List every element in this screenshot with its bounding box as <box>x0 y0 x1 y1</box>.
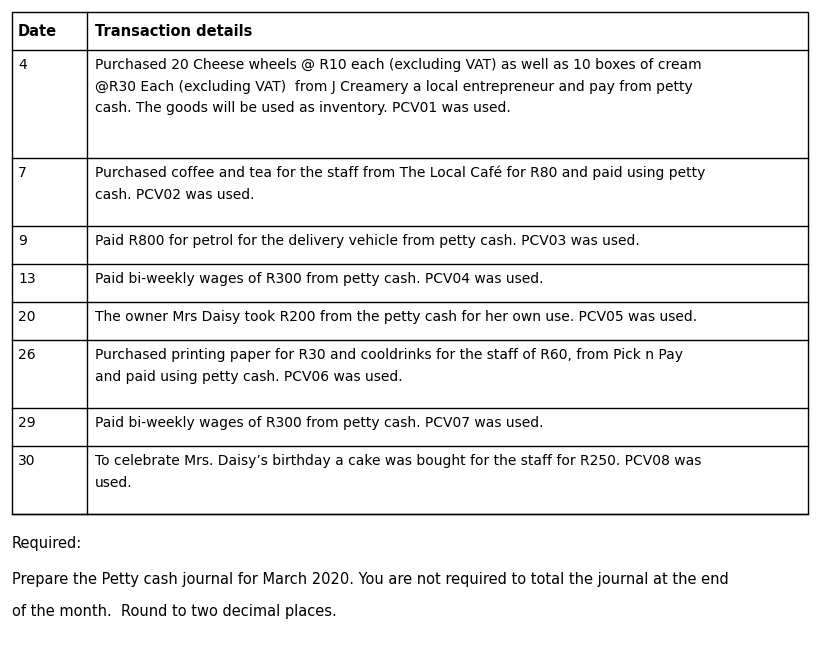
Text: Paid R800 for petrol for the delivery vehicle from petty cash. PCV03 was used.: Paid R800 for petrol for the delivery ve… <box>95 234 639 248</box>
Text: 4: 4 <box>18 58 26 72</box>
Text: Paid bi-weekly wages of R300 from petty cash. PCV04 was used.: Paid bi-weekly wages of R300 from petty … <box>95 272 544 286</box>
Text: The owner Mrs Daisy took R200 from the petty cash for her own use. PCV05 was use: The owner Mrs Daisy took R200 from the p… <box>95 310 697 324</box>
Text: 7: 7 <box>18 166 26 180</box>
Text: 29: 29 <box>18 416 35 430</box>
Text: 26: 26 <box>18 348 35 362</box>
Text: 13: 13 <box>18 272 35 286</box>
Text: 30: 30 <box>18 454 35 468</box>
Text: 9: 9 <box>18 234 27 248</box>
Bar <box>12 12 808 514</box>
Text: To celebrate Mrs. Daisy’s birthday a cake was bought for the staff for R250. PCV: To celebrate Mrs. Daisy’s birthday a cak… <box>95 454 701 490</box>
Text: Purchased coffee and tea for the staff from The Local Café for R80 and paid usin: Purchased coffee and tea for the staff f… <box>95 166 705 202</box>
Text: 20: 20 <box>18 310 35 324</box>
Text: Purchased printing paper for R30 and cooldrinks for the staff of R60, from Pick : Purchased printing paper for R30 and coo… <box>95 348 683 383</box>
Text: of the month.  Round to two decimal places.: of the month. Round to two decimal place… <box>12 604 337 619</box>
Text: Transaction details: Transaction details <box>95 24 252 38</box>
Text: Paid bi-weekly wages of R300 from petty cash. PCV07 was used.: Paid bi-weekly wages of R300 from petty … <box>95 416 544 430</box>
Text: Required:: Required: <box>12 536 82 551</box>
Text: Purchased 20 Cheese wheels @ R10 each (excluding VAT) as well as 10 boxes of cre: Purchased 20 Cheese wheels @ R10 each (e… <box>95 58 701 116</box>
Text: Prepare the Petty cash journal for March 2020. You are not required to total the: Prepare the Petty cash journal for March… <box>12 572 728 587</box>
Text: Date: Date <box>18 24 57 38</box>
